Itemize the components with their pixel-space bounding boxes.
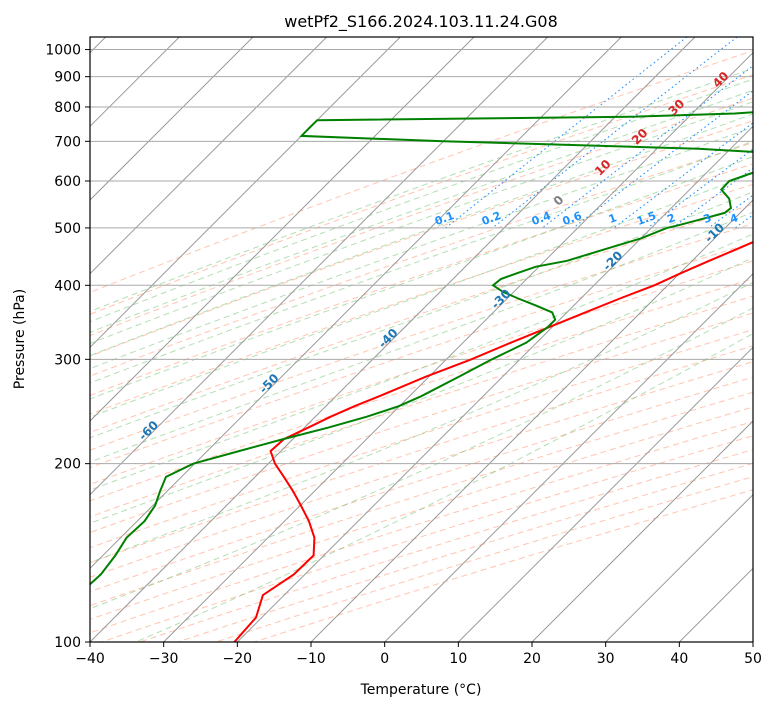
chart-title: wetPf2_S166.2024.103.11.24.G08 — [284, 12, 558, 32]
x-tick-label: 20 — [523, 651, 541, 667]
y-tick-label: 200 — [54, 457, 81, 473]
x-tick-label: −40 — [75, 651, 105, 667]
y-axis-label: Pressure (hPa) — [12, 289, 28, 389]
y-tick-label: 100 — [54, 635, 81, 651]
y-tick-label: 1000 — [45, 43, 81, 59]
y-tick-label: 400 — [54, 278, 81, 294]
x-tick-label: 30 — [597, 651, 615, 667]
x-tick-label: 50 — [744, 651, 762, 667]
x-tick-label: −10 — [296, 651, 326, 667]
x-tick-label: 40 — [670, 651, 688, 667]
x-tick-label: −20 — [223, 651, 253, 667]
y-tick-label: 700 — [54, 134, 81, 150]
y-tick-label: 300 — [54, 352, 81, 368]
x-axis-label: Temperature (°C) — [360, 682, 482, 698]
y-tick-label: 600 — [54, 174, 81, 190]
y-tick-label: 800 — [54, 100, 81, 116]
x-tick-label: 0 — [380, 651, 389, 667]
y-tick-label: 500 — [54, 221, 81, 237]
y-tick-label: 900 — [54, 70, 81, 86]
x-tick-label: −30 — [149, 651, 179, 667]
x-tick-label: 10 — [449, 651, 467, 667]
